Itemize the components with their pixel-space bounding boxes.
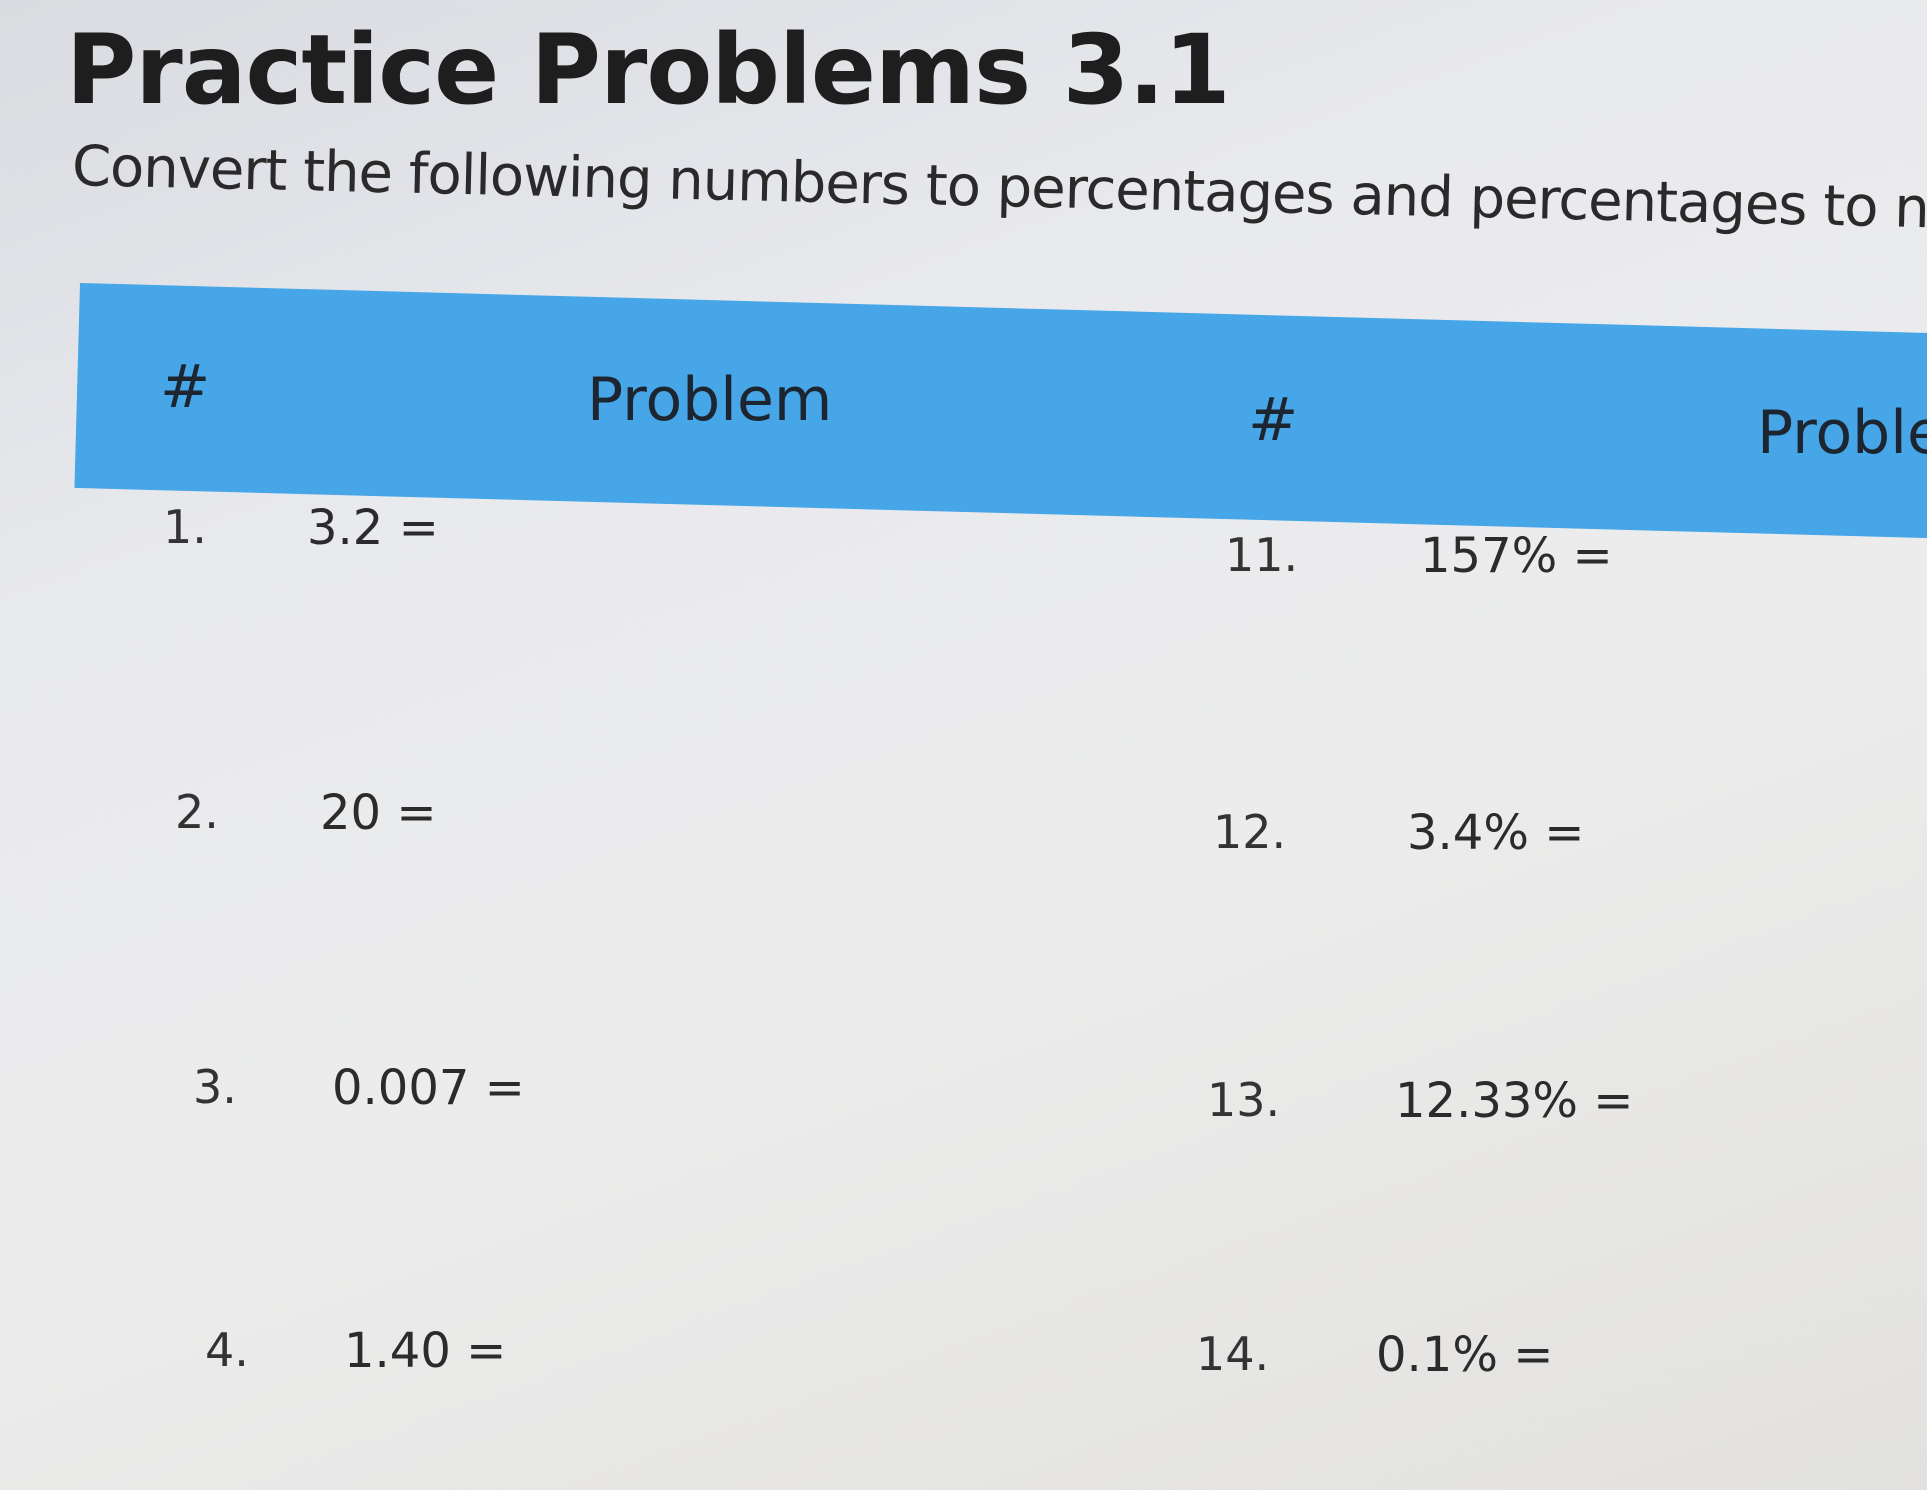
problem-text: 3.2 =	[307, 500, 439, 556]
header-problem-right: Proble	[1757, 398, 1927, 468]
problem-text: 12.33% =	[1395, 1073, 1634, 1129]
row-number: 2.	[175, 785, 219, 839]
problem-text: 0.007 =	[332, 1060, 525, 1116]
row-number: 13.	[1207, 1073, 1281, 1127]
problem-text: 157% =	[1420, 528, 1613, 584]
row-number: 3.	[193, 1060, 237, 1114]
problem-text: 20 =	[320, 785, 437, 841]
instructions: Convert the following numbers to percent…	[71, 134, 1927, 244]
problem-text: 1.40 =	[344, 1323, 507, 1379]
header-number-left: #	[160, 352, 211, 422]
problem-text: 3.4% =	[1407, 805, 1585, 861]
row-number: 1.	[163, 500, 207, 554]
row-number: 14.	[1196, 1327, 1270, 1381]
row-number: 4.	[205, 1323, 249, 1377]
header-problem-left: Problem	[587, 365, 833, 435]
page-title: Practice Problems 3.1	[66, 14, 1231, 126]
row-number: 12.	[1213, 805, 1287, 859]
row-number: 11.	[1225, 528, 1299, 582]
problem-text: 0.1% =	[1376, 1327, 1554, 1383]
header-number-right: #	[1248, 385, 1299, 455]
